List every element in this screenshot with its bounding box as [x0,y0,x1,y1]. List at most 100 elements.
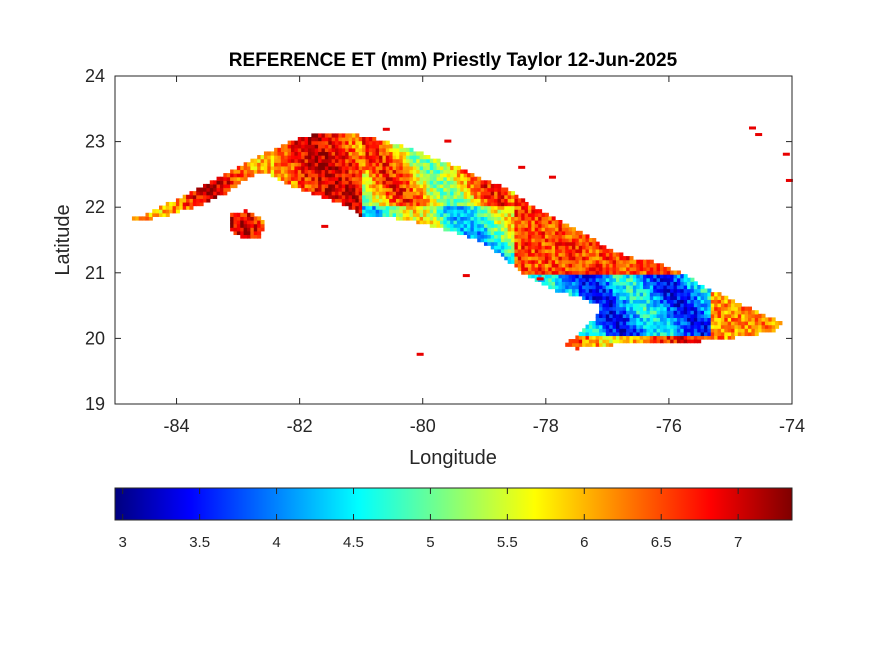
raster-cell [351,194,356,199]
raster-cell [338,173,343,178]
raster-cell [534,227,539,232]
raster-cell [639,274,644,279]
raster-cell [670,313,675,319]
raster-cell [592,284,597,290]
raster-cell [555,219,560,225]
raster-cell [450,223,455,228]
raster-cell [250,234,255,239]
raster-cell [531,248,536,254]
raster-cell [460,212,465,217]
raster-cell [301,180,306,185]
raster-cell [368,162,373,167]
raster-cell [514,263,519,268]
raster-cell [744,317,749,322]
raster-cell [135,216,140,221]
raster-cell [480,219,485,225]
raster-cell [599,302,604,308]
raster-cell [318,165,323,171]
raster-cell [423,198,428,203]
raster-cell [697,321,702,326]
raster-cell [460,180,465,185]
raster-cell [473,216,478,221]
raster-cell [406,165,411,171]
raster-cell [429,194,434,199]
raster-cell [175,201,180,207]
raster-cell [490,241,495,246]
raster-cell [602,281,607,286]
raster-cell [673,299,678,304]
raster-cell [287,155,292,160]
raster-cell [636,295,641,300]
raster-cell [551,230,556,236]
raster-cell [734,317,739,322]
raster-cell [294,180,299,185]
raster-cell [419,176,424,181]
raster-cell [277,165,282,171]
raster-cell [720,306,725,311]
raster-cell [507,201,512,207]
raster-cell [592,321,597,326]
raster-cell [494,248,499,254]
raster-cell [599,256,604,261]
raster-cell [463,223,468,228]
raster-cell [412,151,417,156]
raster-cell [304,187,309,192]
raster-cell [439,223,444,228]
raster-cell [697,324,702,329]
raster-cell [578,342,583,347]
raster-cell [301,173,306,178]
raster-cell [768,324,773,329]
raster-cell [423,201,428,207]
raster-cell [605,259,610,264]
raster-cell [527,241,532,246]
raster-cell [335,173,340,178]
raster-cell [467,219,472,225]
raster-cell [409,194,414,199]
raster-cell [582,245,587,250]
raster-cell [582,259,587,264]
raster-cell [511,194,516,199]
raster-cell [348,173,353,178]
raster-cell [551,252,556,257]
raster-cell [548,277,553,282]
raster-cell [555,241,560,246]
raster-cell [382,162,387,167]
raster-cell [670,284,675,290]
raster-cell [741,313,746,319]
raster-cell [548,263,553,268]
raster-cell [517,198,522,203]
raster-cell [196,201,201,207]
raster-cell [575,270,580,275]
raster-cell [280,147,285,153]
raster-cell [714,321,719,326]
raster-cell [737,328,742,333]
raster-cell [379,205,384,210]
raster-cell [697,284,702,290]
raster-cell [639,277,644,282]
raster-cell [419,198,424,203]
raster-cell [372,137,377,142]
raster-cell [358,155,363,160]
raster-cell [612,284,617,290]
raster-cell [419,205,424,210]
raster-cell [771,321,776,326]
raster-cell [365,183,370,189]
raster-cell [148,216,153,221]
raster-cell [548,270,553,275]
raster-cell [588,328,593,333]
raster-cell [453,191,458,196]
raster-cell [683,292,688,297]
raster-cell [737,321,742,326]
raster-cell [592,331,597,337]
raster-cell [409,212,414,217]
raster-cell [734,302,739,308]
raster-cell [609,270,614,275]
raster-cell [236,227,241,232]
raster-cell [345,158,350,163]
raster-cell [700,313,705,319]
raster-cell [219,180,224,185]
raster-cell [714,313,719,319]
raster-cell [372,158,377,163]
raster-cell [653,299,658,304]
raster-cell [483,227,488,232]
